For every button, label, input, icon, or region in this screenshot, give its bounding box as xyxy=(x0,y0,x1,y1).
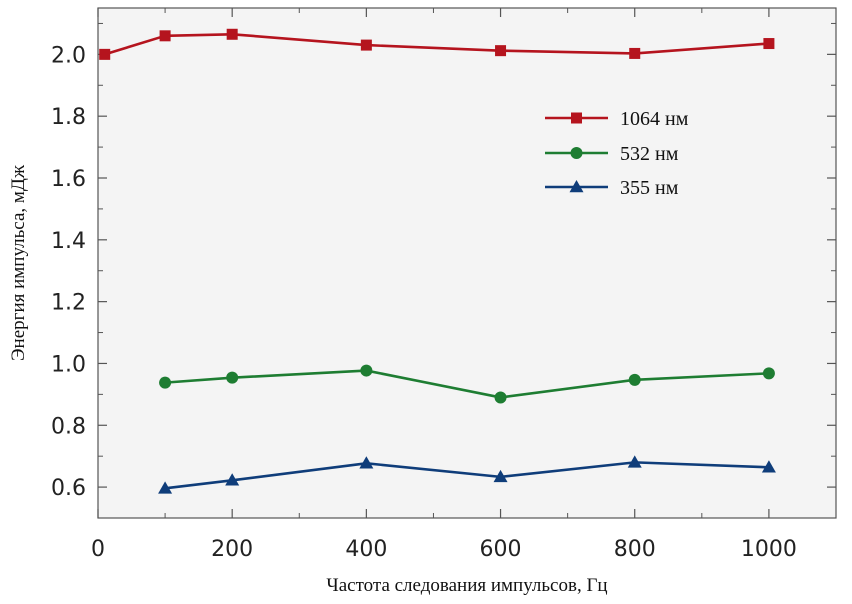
legend-label: 1064 нм xyxy=(620,108,689,130)
y-axis-title: Энергия импульса, мДж xyxy=(8,164,29,361)
series-3-point-triangle-marker xyxy=(761,460,776,473)
series-2-point-circle-marker xyxy=(762,367,775,380)
legend-label: 355 нм xyxy=(620,177,679,199)
x-tick-label: 1000 xyxy=(741,537,797,562)
y-tick-label: 1.8 xyxy=(51,105,86,130)
y-tick-label: 2.0 xyxy=(51,43,86,68)
series-1 xyxy=(99,28,775,60)
series-2-point-circle-marker xyxy=(628,373,641,386)
y-tick-label: 1.4 xyxy=(51,229,86,254)
series-2-point-circle-marker xyxy=(494,391,507,404)
series-3-point-triangle-marker xyxy=(359,456,374,469)
series-3-point-triangle-marker xyxy=(493,469,508,483)
y-tick-label: 1.0 xyxy=(51,352,86,377)
legend-square-marker xyxy=(571,112,582,124)
x-tick-label: 600 xyxy=(480,537,522,562)
legend-triangle-marker xyxy=(569,180,584,193)
series-1-point-square-marker xyxy=(629,47,641,59)
y-tick-label: 0.6 xyxy=(51,476,86,501)
legend-entry: 355 нм xyxy=(545,177,679,199)
series-2-line xyxy=(164,369,769,399)
series-1-point-square-marker xyxy=(763,38,775,50)
series-2-point-circle-marker xyxy=(226,371,239,384)
series-3-point-triangle-marker xyxy=(158,481,173,494)
legend-circle-marker xyxy=(570,147,583,159)
y-tick-label: 1.2 xyxy=(51,291,86,316)
series-1-point-square-marker xyxy=(99,48,111,60)
series-2 xyxy=(159,364,775,404)
series-2-point-circle-marker xyxy=(159,376,172,389)
series-3-line xyxy=(164,461,769,490)
x-tick-label: 0 xyxy=(91,537,105,562)
series-3 xyxy=(158,455,776,494)
series-3-point-triangle-marker xyxy=(627,455,642,468)
series-3-point-triangle-marker xyxy=(225,473,240,486)
series-1-point-square-marker xyxy=(495,45,507,57)
plot-area xyxy=(97,7,837,519)
x-tick-label: 800 xyxy=(614,537,656,562)
y-tick-label: 0.8 xyxy=(51,414,86,439)
legend-entry: 1064 нм xyxy=(545,108,689,130)
x-axis-title: Частота следования импульсов, Гц xyxy=(326,575,607,596)
y-tick-label: 1.6 xyxy=(51,167,86,192)
series-2-point-circle-marker xyxy=(360,364,373,377)
x-tick-label: 400 xyxy=(345,537,387,562)
series-1-point-square-marker xyxy=(159,30,171,42)
x-tick-label: 200 xyxy=(211,537,253,562)
legend-entry: 532 нм xyxy=(545,143,679,165)
series-1-point-square-marker xyxy=(226,28,238,40)
series-1-point-square-marker xyxy=(360,39,372,51)
legend-label: 532 нм xyxy=(620,143,679,165)
